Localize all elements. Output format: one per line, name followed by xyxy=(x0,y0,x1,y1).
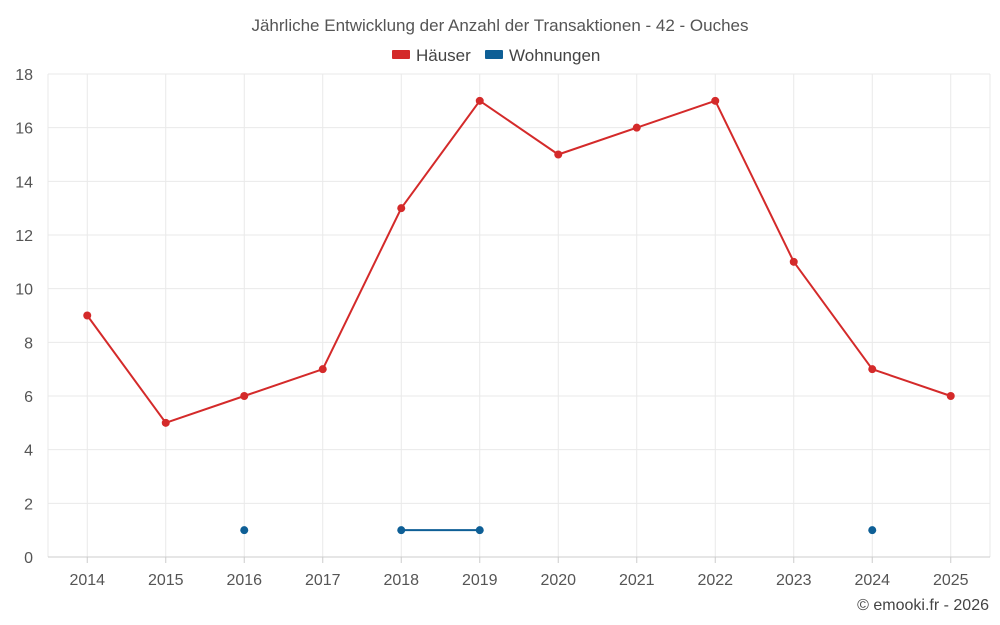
series-line-segment xyxy=(557,126,638,156)
data-point[interactable] xyxy=(868,365,877,374)
y-tick-label: 14 xyxy=(15,174,33,191)
series-line-segment xyxy=(714,99,795,263)
series-line-segment xyxy=(478,99,560,156)
x-tick-label: 2017 xyxy=(305,572,341,589)
data-point[interactable] xyxy=(475,96,484,105)
legend-label-wohnungen: Wohnungen xyxy=(509,46,600,65)
data-point[interactable] xyxy=(397,526,406,535)
data-point[interactable] xyxy=(868,526,877,535)
legend-label-haeuser: Häuser xyxy=(416,46,471,65)
y-tick-label: 18 xyxy=(15,67,33,84)
x-tick-label: 2018 xyxy=(383,572,419,589)
data-point[interactable] xyxy=(632,123,641,132)
data-point[interactable] xyxy=(711,96,720,105)
series-line-segment xyxy=(871,368,952,397)
series-0 xyxy=(83,96,955,427)
data-point[interactable] xyxy=(554,150,563,159)
legend: Häuser Wohnungen xyxy=(392,46,600,65)
x-tick-label: 2020 xyxy=(540,572,576,589)
series-line-segment xyxy=(400,99,481,210)
series-1 xyxy=(240,526,877,535)
axes: 0 2 4 6 8 10 12 14 16 18 2014 2015 2016 2017 2018 2019 2… xyxy=(15,67,990,589)
y-tick-label: 12 xyxy=(15,228,33,245)
chart-title: Jährliche Entwicklung der Anzahl der Tra… xyxy=(251,16,748,35)
x-tick-label: 2016 xyxy=(226,572,262,589)
legend-swatch-wohnungen xyxy=(485,50,503,59)
data-point[interactable] xyxy=(789,257,798,266)
data-point[interactable] xyxy=(475,526,484,535)
x-tick-label: 2021 xyxy=(619,572,655,589)
x-tick-label: 2014 xyxy=(69,572,105,589)
x-tick-label: 2022 xyxy=(697,572,733,589)
series-line-segment xyxy=(243,368,324,397)
credit-text: © emooki.fr - 2026 xyxy=(857,597,989,614)
x-tick-label: 2019 xyxy=(462,572,498,589)
x-tick-label: 2025 xyxy=(933,572,969,589)
series-line-segment xyxy=(86,314,167,424)
y-tick-label: 8 xyxy=(24,335,33,352)
grid xyxy=(47,73,991,557)
data-point[interactable] xyxy=(946,392,955,400)
legend-swatch-haeuser xyxy=(392,50,410,59)
data-point[interactable] xyxy=(161,418,170,427)
series-line-segment xyxy=(321,207,403,371)
y-tick-label: 2 xyxy=(24,496,33,513)
data-point[interactable] xyxy=(83,311,92,320)
y-tick-label: 16 xyxy=(15,121,33,138)
data-point[interactable] xyxy=(397,204,406,213)
series-line-segment xyxy=(792,260,874,371)
data-point[interactable] xyxy=(240,526,249,535)
series xyxy=(83,96,955,535)
x-tick-label: 2024 xyxy=(854,572,890,589)
x-tick-label: 2015 xyxy=(148,572,184,589)
y-tick-label: 10 xyxy=(15,282,33,299)
series-line-segment xyxy=(635,99,717,129)
y-tick-label: 6 xyxy=(24,389,33,406)
series-line-segment xyxy=(164,395,246,424)
data-point[interactable] xyxy=(318,365,327,374)
x-tick-label: 2023 xyxy=(776,572,812,589)
data-point[interactable] xyxy=(240,392,249,400)
y-tick-label: 0 xyxy=(24,550,33,567)
y-tick-label: 4 xyxy=(24,443,33,460)
